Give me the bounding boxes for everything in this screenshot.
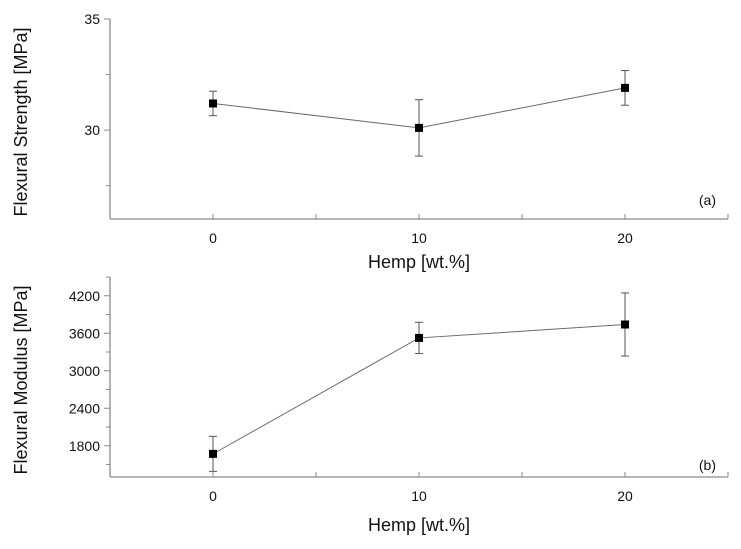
chart-panel-b: 1800 2400 3000 3600 4200 0 10 20 Hemp [wt.%] Flex… (11, 276, 729, 535)
y-tick-label: 35 (84, 11, 100, 27)
y-tick-label: 3600 (69, 325, 100, 341)
x-tick-label: 10 (411, 488, 427, 504)
x-axis-label: Hemp [wt.%] (368, 252, 470, 272)
y-tick-label: 4200 (69, 288, 100, 304)
x-tick-label: 20 (617, 488, 633, 504)
y-axis-label: Flexural Strength [MPa] (11, 27, 31, 216)
x-tick-label: 0 (209, 488, 217, 504)
x-tick-label: 10 (411, 230, 427, 246)
square-marker (209, 449, 217, 458)
panel-label: (b) (699, 457, 716, 473)
x-axis-label: Hemp [wt.%] (368, 515, 470, 535)
square-marker (415, 123, 423, 132)
square-marker (621, 320, 629, 329)
x-tick-label: 0 (209, 230, 217, 246)
y-tick-label: 30 (84, 122, 100, 138)
square-marker (621, 83, 629, 92)
chart-panel-a: 30 35 0 10 20 Hemp [wt.%] Flexural Strength [M… (11, 11, 729, 272)
y-tick-label: 3000 (69, 363, 100, 379)
y-tick-label: 2400 (69, 400, 100, 416)
y-axis-label: Flexural Modulus [MPa] (11, 285, 31, 474)
panel-label: (a) (699, 192, 716, 208)
square-marker (415, 333, 423, 342)
square-marker (209, 99, 217, 108)
x-tick-label: 20 (617, 230, 633, 246)
y-tick-label: 1800 (69, 438, 100, 454)
